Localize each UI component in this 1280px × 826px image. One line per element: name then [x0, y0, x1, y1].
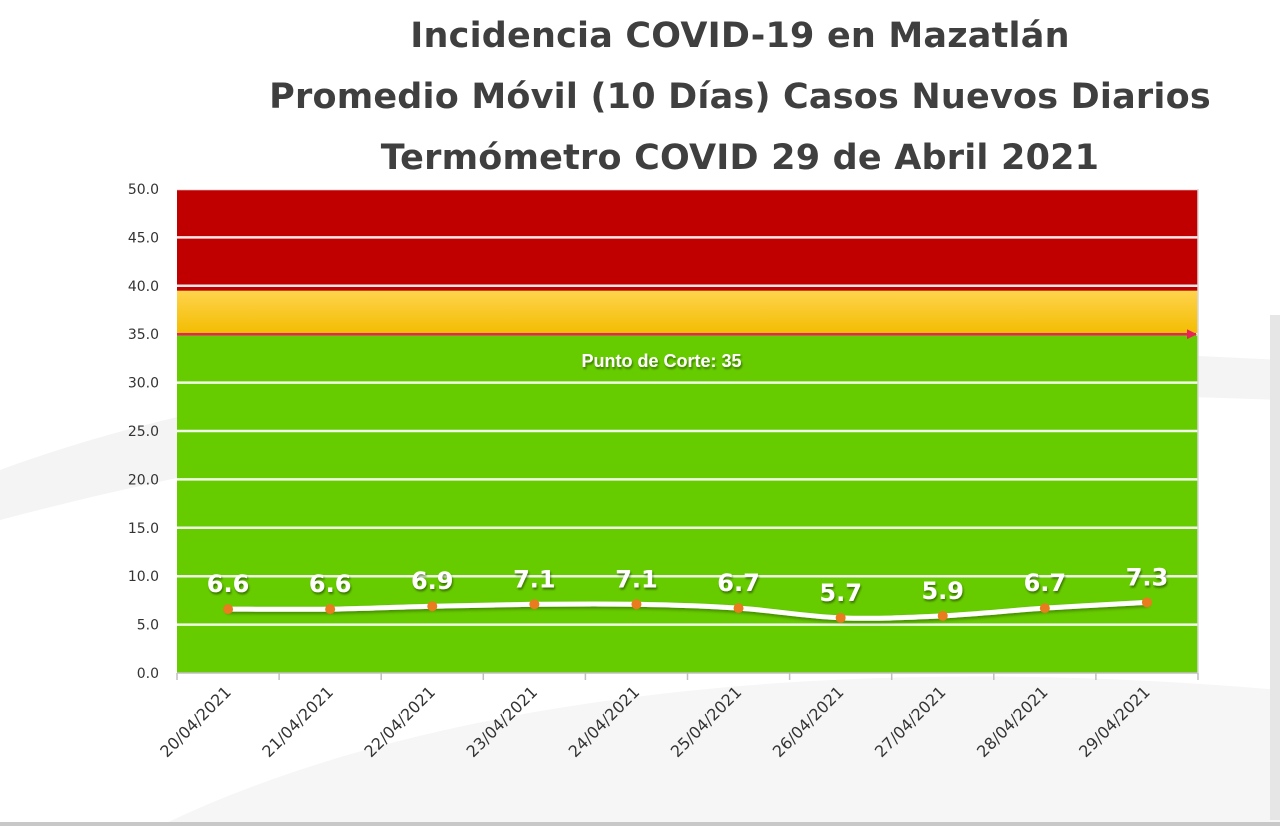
- data-label: 7.1: [615, 565, 658, 593]
- y-tick-label: 10.0: [128, 569, 159, 585]
- x-tick-label: 27/04/2021: [871, 682, 950, 761]
- title-line-1: Incidencia COVID-19 en Mazatlán: [410, 16, 1070, 56]
- series-line: [225, 599, 1150, 621]
- series-line-group: [223, 597, 1152, 623]
- y-tick-label: 5.0: [137, 618, 159, 634]
- data-label: 5.9: [921, 577, 964, 605]
- data-point: [631, 599, 642, 610]
- data-point: [1039, 603, 1050, 614]
- y-tick-label: 35.0: [128, 327, 159, 343]
- data-label: 6.7: [1024, 569, 1067, 597]
- bottom-border: [0, 822, 1280, 826]
- x-tick-label: 21/04/2021: [258, 682, 337, 761]
- data-point: [937, 610, 948, 621]
- data-point: [1141, 597, 1152, 608]
- title-line-3: Termómetro COVID 29 de Abril 2021: [380, 138, 1100, 178]
- data-point: [325, 604, 336, 615]
- data-point: [223, 604, 234, 615]
- x-tick-label: 25/04/2021: [667, 682, 746, 761]
- y-tick-label: 30.0: [128, 376, 159, 392]
- x-tick-label: 28/04/2021: [973, 682, 1052, 761]
- x-tick-label: 22/04/2021: [360, 682, 439, 761]
- y-tick-label: 15.0: [128, 521, 159, 537]
- data-labels: 6.6 6.6 6.9 7.1 7.1 6.7 5.7 5.9 6.7 7.3: [207, 563, 1168, 606]
- x-tick-label: 23/04/2021: [463, 682, 542, 761]
- y-tick-label: 0.0: [137, 666, 159, 682]
- data-point: [529, 599, 540, 610]
- x-tick-label: 24/04/2021: [565, 682, 644, 761]
- band-2: [177, 189, 1198, 291]
- data-label: 6.6: [309, 570, 352, 598]
- data-label: 6.6: [207, 570, 250, 598]
- chart-title: Incidencia COVID-19 en Mazatlán Promedio…: [230, 6, 1250, 189]
- data-label: 5.7: [819, 579, 862, 607]
- band-1: [177, 290, 1198, 335]
- y-tick-label: 50.0: [128, 182, 159, 198]
- x-tick-label: 29/04/2021: [1075, 682, 1154, 761]
- data-point: [835, 612, 846, 623]
- data-label: 6.7: [717, 569, 760, 597]
- y-tick-label: 40.0: [128, 279, 159, 295]
- data-point: [427, 601, 438, 612]
- band-0: [177, 334, 1198, 673]
- y-tick-label: 45.0: [128, 230, 159, 246]
- title-line-2: Promedio Móvil (10 Días) Casos Nuevos Di…: [269, 77, 1211, 117]
- data-label: 6.9: [411, 567, 454, 595]
- y-tick-label: 25.0: [128, 424, 159, 440]
- x-tick-label: 26/04/2021: [769, 682, 848, 761]
- y-tick-label: 20.0: [128, 472, 159, 488]
- data-point: [733, 603, 744, 614]
- x-tick-label: 20/04/2021: [156, 682, 235, 761]
- data-label: 7.3: [1126, 563, 1169, 591]
- threshold-group: Punto de Corte: 35: [177, 329, 1197, 371]
- data-label: 7.1: [513, 565, 556, 593]
- threshold-label: Punto de Corte: 35: [581, 351, 741, 371]
